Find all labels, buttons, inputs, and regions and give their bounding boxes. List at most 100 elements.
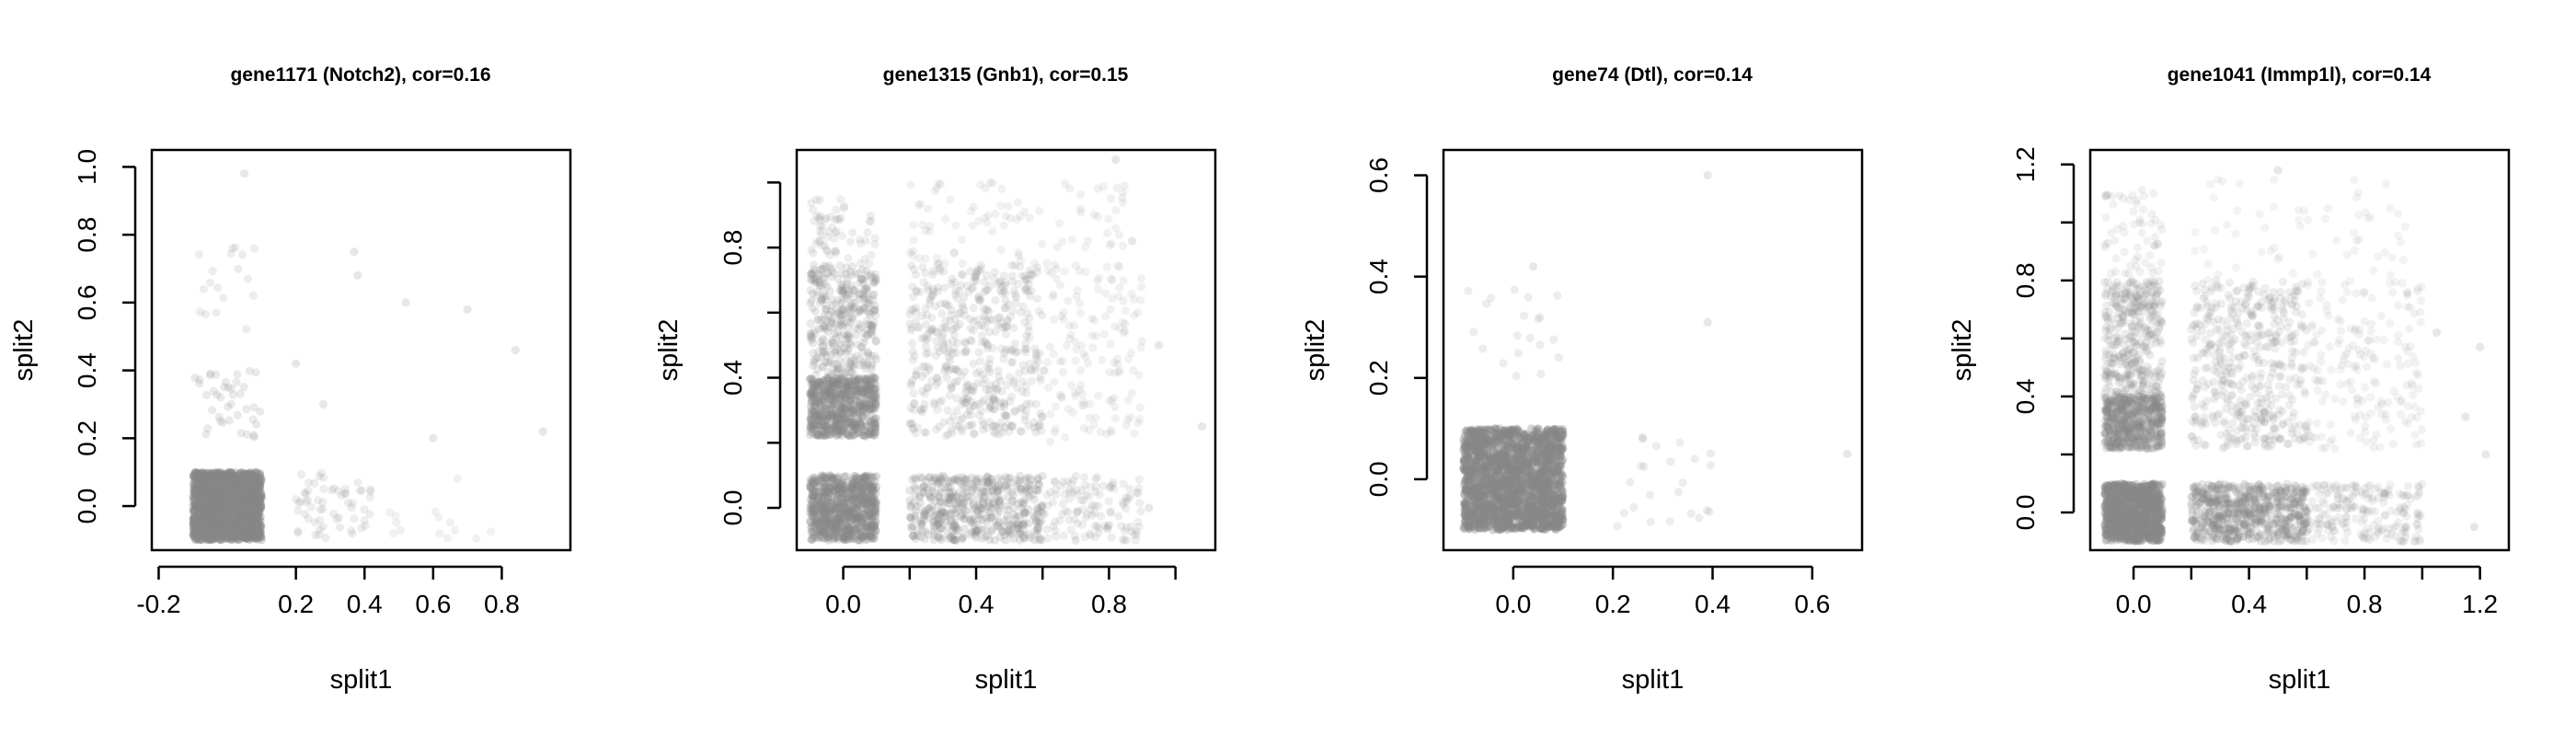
data-point-324 [251,534,260,543]
x-tick-label: 0.2 [278,590,314,618]
data-point-2485 [943,406,952,415]
data-point-1548 [828,338,837,347]
data-point-1450 [242,325,251,334]
data-point-2634 [966,336,975,345]
data-point-2997 [1091,413,1100,422]
y-tick-label: 0.8 [73,217,101,253]
data-point-37 [228,502,237,512]
data-point-2091 [1001,472,1010,482]
data-point-341 [223,468,232,477]
data-point-2802 [999,221,1008,230]
data-point-278 [201,512,210,521]
data-points [189,169,547,545]
data-point-2132 [951,499,960,509]
data-point-139 [196,501,205,511]
data-point-1453 [212,308,221,317]
data-point-1529 [431,507,440,517]
data-point-96 [224,500,234,510]
data-point-3009 [1102,430,1111,439]
data-point-1701 [822,246,831,255]
data-point-2741 [994,320,1003,329]
data-point-1526 [443,534,452,543]
data-point-1676 [811,195,822,204]
data-point-2939 [1106,339,1115,349]
data-point-2699 [1023,309,1032,318]
data-point-2703 [947,384,956,393]
data-point-2853 [1057,237,1067,247]
data-point-328 [203,488,213,497]
data-point-118 [231,515,240,524]
data-point-2901 [1091,331,1101,340]
data-point-1249 [852,397,862,407]
data-point-2813 [1065,184,1075,193]
data-point-351 [256,498,265,507]
data-point-2992 [1042,358,1052,367]
data-point-2777 [956,415,965,425]
data-point-12 [254,501,263,511]
y-tick-label: 0.0 [73,489,101,524]
data-point-1493 [297,469,306,479]
data-point-226 [240,517,250,526]
data-point-1538 [463,305,472,314]
data-point-266 [241,512,251,522]
data-point-2525 [966,410,975,420]
data-point-63 [211,509,220,519]
data-point-1219 [820,404,829,413]
data-point-332 [221,506,230,515]
data-point-106 [215,489,224,498]
data-point-39 [238,521,247,530]
data-point-2990 [1052,274,1061,283]
data-point-1421 [236,429,246,438]
data-point-1431 [850,371,859,380]
data-point-2272 [1040,510,1049,519]
data-point-122 [190,529,199,538]
data-point-1687 [856,235,865,244]
data-point-2043 [917,526,927,535]
data-point-2269 [1103,524,1112,534]
data-point-1520 [388,529,398,538]
data-point-10 [223,492,232,501]
data-point-180 [218,498,227,507]
data-point-303 [231,481,241,490]
data-point-147 [216,480,225,489]
data-point-2986 [1133,308,1143,317]
data-point-191 [190,523,199,532]
y-tick-label: 0.8 [719,230,747,266]
data-point-2034 [995,506,1004,515]
data-point-169 [248,514,258,523]
data-point-182 [228,473,237,482]
data-point-2173 [1080,473,1089,482]
data-point-694 [815,527,824,536]
data-point-1432 [195,375,204,385]
data-point-2267 [1086,482,1096,491]
y-tick-label: 1.0 [73,149,101,185]
data-point-1583 [845,317,856,327]
data-point-112 [215,517,224,526]
data-point-242 [224,478,235,488]
data-point-1480 [353,477,362,488]
data-point-3014 [1071,535,1080,546]
data-point-72 [201,502,211,512]
data-point-2954 [1057,392,1066,401]
data-point-250 [204,500,213,510]
data-point-1494 [332,514,341,523]
data-point-2771 [1024,287,1033,296]
data-point-1346 [229,506,238,515]
data-point-233 [246,515,255,524]
data-point-2118 [950,475,960,485]
data-point-240 [248,505,259,514]
data-point-1509 [328,486,337,495]
data-point-1488 [293,527,303,536]
data-point-1558 [810,265,819,274]
data-point-208 [199,526,208,535]
data-point-685 [807,477,817,487]
data-point-613 [839,534,848,543]
data-point-23 [214,526,224,535]
data-point-235 [197,533,206,542]
data-points [805,155,1207,546]
data-point-2673 [1010,408,1019,417]
data-point-2620 [1018,377,1028,386]
data-point-2231 [1098,481,1108,490]
data-point-44 [211,493,221,503]
data-point-2989 [1095,273,1104,282]
